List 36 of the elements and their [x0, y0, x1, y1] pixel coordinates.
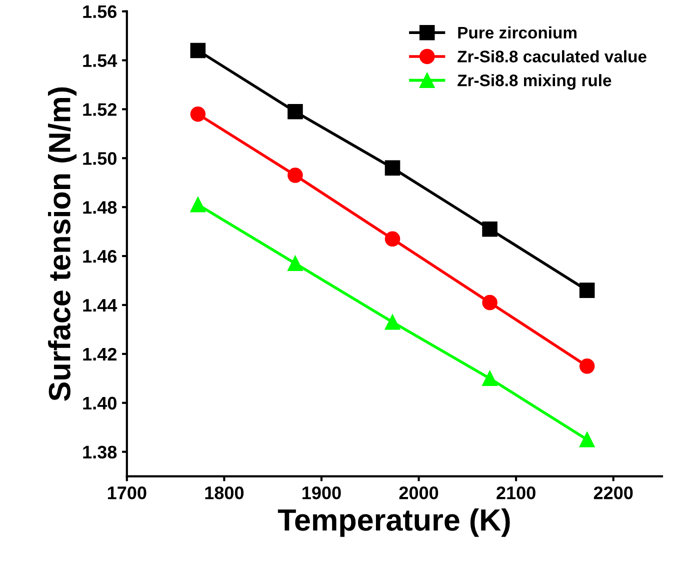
x-axis-title: Temperature (K)	[278, 508, 510, 537]
y-axis-title: Surface tension (N/m)	[48, 87, 76, 401]
point	[482, 294, 498, 310]
y-tick-label: 1.52	[83, 103, 116, 116]
y-tick-label: 1.42	[83, 348, 116, 360]
y-tick-label: 1.38	[83, 446, 117, 459]
y-tick-label: 1.54	[83, 54, 118, 67]
point	[384, 160, 400, 176]
point	[190, 106, 206, 122]
y-tick-label: 1.50	[83, 152, 116, 165]
x-tick-label: 2200	[594, 486, 633, 500]
x-tick-label: 1700	[108, 486, 146, 500]
x-tick-label: 1800	[205, 486, 244, 500]
point	[288, 256, 303, 272]
point	[190, 42, 206, 58]
point	[482, 370, 498, 386]
point	[579, 282, 595, 298]
point	[579, 358, 595, 374]
point	[579, 432, 595, 448]
y-tick-label: 1.46	[83, 250, 117, 263]
x-tick-label: 2000	[399, 486, 438, 500]
point	[482, 221, 498, 237]
y-tick-label: 1.56	[83, 5, 117, 18]
x-tick-label: 1900	[302, 486, 341, 500]
point	[384, 314, 400, 330]
y-tick-label: 1.44	[83, 299, 118, 312]
point	[190, 197, 206, 212]
y-tick-label: 1.40	[83, 396, 116, 410]
legend-label: Zr-Si8.8 caculated value	[458, 50, 646, 62]
y-tick-label: 1.48	[83, 201, 117, 214]
x-tick-label: 2100	[496, 486, 536, 500]
point	[384, 231, 400, 247]
point	[288, 104, 303, 120]
point	[288, 168, 303, 183]
legend-label: Pure zirconium	[458, 26, 576, 39]
legend-label: Zr-Si8.8 mixing rule	[458, 74, 612, 90]
